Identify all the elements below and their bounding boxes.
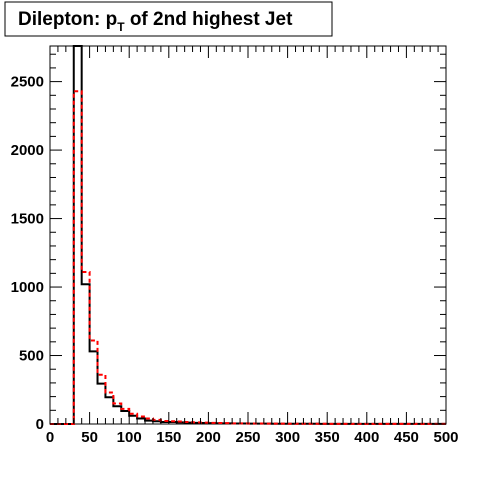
y-tick-label: 1500 <box>11 211 44 228</box>
title-text: Dilepton: pT of 2nd highest Jet <box>18 9 293 34</box>
x-tick-label: 100 <box>117 429 142 446</box>
x-tick-label: 250 <box>235 429 260 446</box>
y-tick-label: 2500 <box>11 74 44 91</box>
x-tick-label: 500 <box>433 429 458 446</box>
y-tick-label: 500 <box>19 348 44 365</box>
title-box <box>4 1 333 37</box>
title-suffix: of 2nd highest Jet <box>125 9 294 30</box>
x-axis: 0 50 100 150 200 250 300 350 400 450 500 <box>46 46 459 446</box>
x-tick-label: 350 <box>315 429 340 446</box>
title-subscript: T <box>117 20 125 34</box>
plot-frame <box>49 45 447 425</box>
x-tick-label: 400 <box>354 429 379 446</box>
y-tick-label: 0 <box>36 416 44 433</box>
y-tick-label: 2000 <box>11 142 44 159</box>
x-tick-label: 50 <box>81 429 98 446</box>
chart-title: Dilepton: pT of 2nd highest Jet <box>4 1 333 37</box>
x-tick-label: 200 <box>196 429 221 446</box>
y-axis: 0 500 1000 1500 2000 2500 <box>11 53 446 433</box>
title-prefix: Dilepton: p <box>18 9 117 30</box>
y-tick-label: 1000 <box>11 279 44 296</box>
x-tick-label: 450 <box>394 429 419 446</box>
x-tick-label: 0 <box>46 429 54 446</box>
x-tick-label: 150 <box>156 429 181 446</box>
x-tick-label: 300 <box>275 429 300 446</box>
